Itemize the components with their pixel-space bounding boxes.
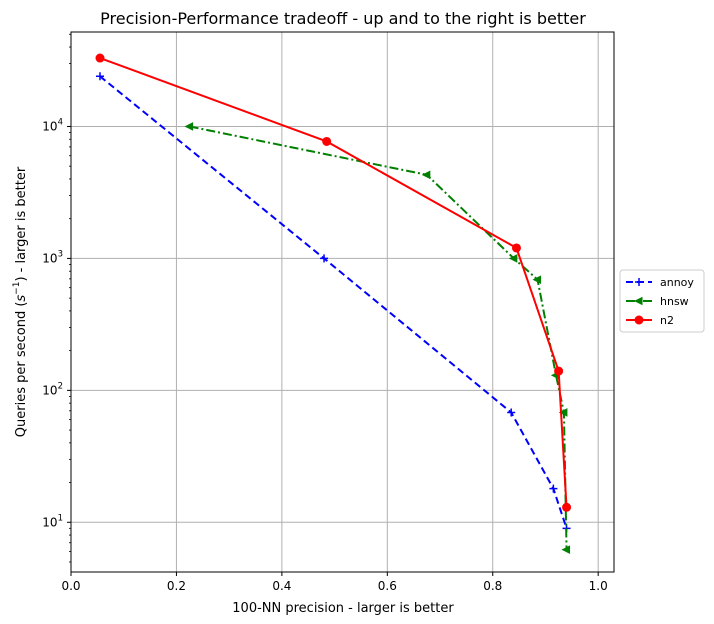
legend-label-hnsw: hnsw (660, 295, 689, 308)
x-tick-label: 0.0 (61, 579, 80, 593)
x-tick-label: 0.2 (167, 579, 186, 593)
data-point-n2 (322, 136, 332, 146)
series-n2 (95, 53, 572, 512)
y-tick-label-exponent: 1 (58, 513, 63, 523)
y-tick-label-exponent: 2 (58, 381, 63, 391)
y-tick-label-exponent: 4 (58, 117, 63, 127)
series-lines (95, 53, 572, 554)
data-point-annoy (95, 72, 104, 81)
y-tick-label-base: 10 (42, 383, 57, 397)
data-point-n2 (511, 243, 521, 253)
data-point-hnsw (532, 275, 542, 284)
y-tick-label: 104 (42, 117, 63, 133)
legend-marker-n2 (634, 315, 644, 325)
y-axis-label-exponent: −1 (12, 282, 22, 295)
y-tick-label: 103 (42, 249, 63, 265)
x-tick-label: 0.6 (378, 579, 397, 593)
series-annoy (95, 72, 571, 533)
legend-marker-annoy (635, 278, 643, 286)
data-point-annoy (549, 484, 558, 493)
y-tick-label: 101 (42, 513, 63, 529)
y-tick-label-base: 10 (42, 251, 57, 265)
data-point-hnsw (184, 122, 194, 131)
legend-marker-hnsw (633, 296, 643, 306)
y-axis-label-main: Queries per second ( (14, 302, 29, 438)
chart-title: Precision-Performance tradeoff - up and … (100, 9, 586, 28)
data-point-hnsw (421, 170, 431, 180)
data-point-hnsw (561, 545, 571, 554)
data-point-n2 (562, 502, 572, 512)
legend-item-n2: n2 (626, 314, 674, 327)
y-tick-label: 102 (42, 381, 63, 397)
legend-item-hnsw: hnsw (626, 295, 689, 308)
x-tick-label: 1.0 (589, 579, 608, 593)
data-point-n2 (95, 53, 105, 63)
y-axis-label-symbol: s (14, 295, 29, 302)
legend: annoy hnsw n2 (619, 269, 705, 333)
y-axis-label-tail: ) - larger is better (14, 166, 29, 281)
x-axis-label: 100-NN precision - larger is better (232, 601, 454, 616)
legend-item-annoy: annoy (626, 276, 694, 289)
y-tick-label-exponent: 3 (58, 249, 63, 259)
data-point-annoy (320, 254, 329, 263)
legend-label-annoy: annoy (660, 276, 694, 289)
grid (70, 32, 614, 572)
data-point-n2 (554, 366, 564, 376)
plot-frame (70, 31, 615, 573)
y-axis-label: Queries per second (s−1) - larger is bet… (12, 166, 29, 437)
legend-label-n2: n2 (660, 314, 674, 327)
data-point-annoy (507, 408, 516, 417)
data-point-hnsw (508, 254, 518, 263)
y-tick-label-base: 10 (42, 515, 57, 529)
x-tick-label: 0.4 (272, 579, 291, 593)
data-point-hnsw (558, 408, 568, 417)
y-tick-label-base: 10 (42, 119, 57, 133)
x-tick-label: 0.8 (483, 579, 502, 593)
